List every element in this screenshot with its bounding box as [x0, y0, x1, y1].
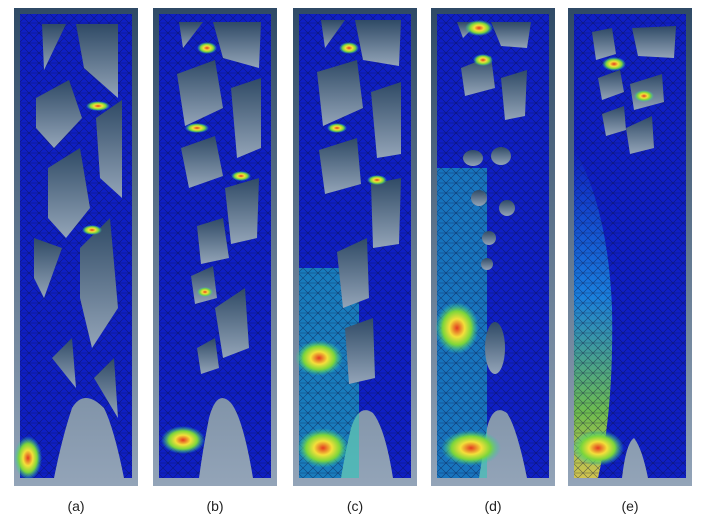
- stress-hotspot: [297, 428, 349, 468]
- void-hole: [225, 178, 259, 244]
- void-hole: [481, 258, 493, 270]
- void-hole: [602, 106, 626, 136]
- stress-hotspot: [602, 57, 626, 71]
- panel-b: [153, 8, 277, 486]
- void-hole: [179, 22, 203, 48]
- panel-d: [431, 8, 555, 486]
- void-hole: [485, 322, 505, 374]
- void-hole: [598, 70, 624, 100]
- void-hole: [463, 150, 483, 166]
- panel-caption-c: (c): [346, 498, 364, 514]
- void-hole: [499, 200, 515, 216]
- void-hole: [471, 190, 487, 206]
- void-hole: [319, 138, 361, 194]
- stress-hotspot: [572, 430, 624, 466]
- void-hole: [197, 338, 219, 374]
- stress-hotspot: [82, 225, 102, 235]
- void-hole: [231, 78, 261, 158]
- stress-hotspot: [473, 54, 493, 66]
- fem-stress-plot-a: [14, 8, 138, 486]
- void-hole: [213, 22, 261, 68]
- void-hole: [345, 318, 375, 384]
- mesh-overlay: [574, 14, 686, 478]
- void-hole: [94, 358, 118, 418]
- void-hole: [501, 70, 527, 120]
- stress-hotspot: [339, 42, 359, 54]
- stress-hotspot: [634, 90, 654, 102]
- stress-hotspot: [435, 302, 479, 354]
- stress-hotspot: [161, 426, 205, 454]
- void-hole: [317, 60, 363, 126]
- void-hole: [482, 231, 496, 245]
- void-hole: [592, 28, 616, 60]
- void-hole: [491, 22, 531, 48]
- fem-stress-plot-e: [568, 8, 692, 486]
- panel-c: [293, 8, 417, 486]
- void-hole: [337, 238, 369, 308]
- stress-hotspot: [185, 123, 209, 133]
- void-hole: [321, 20, 345, 48]
- void-hole: [42, 24, 66, 70]
- void-hole: [215, 288, 249, 358]
- void-hole: [177, 60, 223, 126]
- stress-hotspot: [465, 20, 493, 36]
- stress-hotspot: [197, 42, 217, 54]
- stress-hotspot: [295, 340, 343, 376]
- stress-hotspot: [197, 287, 213, 297]
- void-hole: [197, 218, 229, 264]
- fem-stress-plot-b: [153, 8, 277, 486]
- panel-e: [568, 8, 692, 486]
- fem-stress-plot-c: [293, 8, 417, 486]
- void-hole: [355, 20, 401, 66]
- panel-a: [14, 8, 138, 486]
- void-hole: [96, 100, 122, 198]
- void-hole: [491, 147, 511, 165]
- fem-stress-plot-d: [431, 8, 555, 486]
- stress-hotspot: [367, 175, 387, 185]
- void-hole: [181, 136, 223, 188]
- stress-hotspot: [327, 123, 347, 133]
- void-hole: [371, 178, 401, 248]
- panel-caption-d: (d): [484, 498, 502, 514]
- stress-hotspot: [441, 430, 501, 466]
- void-hole: [371, 82, 401, 158]
- panel-caption-e: (e): [621, 498, 639, 514]
- void-hole: [80, 218, 118, 348]
- void-hole: [48, 148, 90, 238]
- void-hole: [461, 56, 495, 96]
- void-hole: [52, 338, 76, 388]
- panel-caption-b: (b): [206, 498, 224, 514]
- stress-hotspot: [14, 436, 42, 480]
- mesh-overlay: [437, 14, 549, 478]
- stress-hotspot: [231, 171, 251, 181]
- void-hole: [626, 116, 654, 154]
- void-hole: [76, 24, 118, 98]
- panel-caption-a: (a): [67, 498, 85, 514]
- void-hole: [632, 26, 676, 58]
- stress-hotspot: [86, 101, 110, 111]
- void-hole: [34, 238, 62, 298]
- void-hole: [36, 80, 82, 148]
